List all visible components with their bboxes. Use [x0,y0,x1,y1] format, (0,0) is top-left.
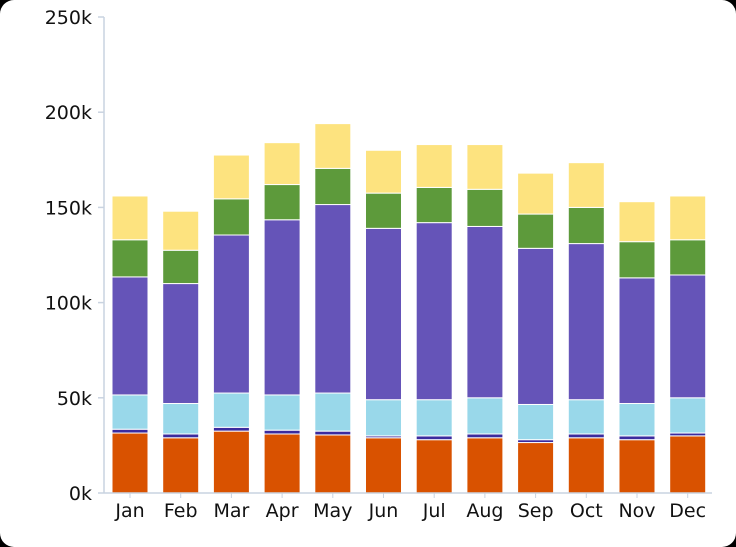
y-tick-label: 200k [45,102,92,124]
bar-segment-oct-1 [567,433,605,439]
bar-segment-nov-2 [618,403,656,437]
bar-segment-jan-3 [111,276,149,396]
bar-segment-may-1 [314,430,352,436]
bar-segment-jan-1 [111,428,149,434]
bar-segment-jun-3 [365,227,402,401]
x-tick-label: Jun [368,500,399,522]
bar-segment-may-5 [314,123,352,169]
bar-segment-may-2 [314,392,352,432]
bar-segment-oct-5 [567,162,605,208]
bar-segment-mar-1 [212,426,250,432]
bar-segment-jul-5 [415,144,453,188]
bar-segment-aug-3 [466,225,504,399]
bar-segment-jan-0 [111,432,149,494]
bar-segment-mar-4 [212,198,250,236]
bar-segment-mar-3 [212,234,250,394]
x-tick-label: Mar [213,500,249,522]
bar-segment-jun-2 [365,399,402,437]
bar-segment-sep-0 [517,442,555,494]
bar-segment-nov-4 [618,241,656,279]
bar-segment-aug-0 [466,437,504,494]
axes-group [98,16,712,498]
bar-segment-aug-4 [466,188,504,227]
bar-segment-aug-5 [466,144,504,190]
x-tick-label: Feb [164,500,198,522]
bar-segment-apr-1 [263,429,301,435]
y-tick-label: 0k [69,483,92,505]
bar-segment-jun-5 [365,149,402,194]
bar-segment-nov-3 [618,277,656,405]
bar-segment-dec-2 [669,397,707,434]
bar-segment-oct-0 [567,437,605,494]
bar-segment-jul-4 [415,186,453,224]
bar-segment-nov-0 [618,439,656,494]
x-tick-label: Apr [266,500,299,522]
bar-segment-jun-0 [365,437,402,494]
bar-segment-apr-2 [263,394,301,431]
bars-group [111,123,707,494]
bar-segment-jul-1 [415,435,453,441]
bar-segment-feb-1 [162,433,200,439]
x-tick-label: Dec [669,500,706,522]
bar-segment-oct-4 [567,206,605,245]
bar-segment-may-3 [314,204,352,394]
bar-segment-dec-0 [669,435,707,494]
bar-segment-apr-3 [263,219,301,396]
bar-segment-feb-3 [162,283,200,405]
bar-segment-aug-2 [466,397,504,435]
bar-segment-dec-4 [669,239,707,276]
y-tick-label: 250k [45,7,92,29]
bar-segment-sep-2 [517,403,555,441]
bar-segment-apr-5 [263,142,301,186]
y-tick-label: 100k [45,293,92,315]
bar-segment-jun-4 [365,192,402,229]
bar-segment-mar-0 [212,430,250,494]
bar-segment-feb-2 [162,403,200,435]
bar-segment-jul-0 [415,439,453,494]
bar-segment-jul-3 [415,222,453,401]
bar-segment-mar-2 [212,392,250,428]
x-tick-label: Jul [422,500,446,522]
bar-segment-jul-2 [415,399,453,437]
bar-segment-jan-5 [111,195,149,241]
tick-labels-group: Jan Feb Mar Apr May Jun Jul Aug Sep Oct Nov Dec 0k 50… [45,7,706,522]
x-tick-label: Nov [618,500,655,522]
x-tick-label: Aug [466,500,503,522]
bar-segment-dec-5 [669,195,707,241]
bar-segment-jan-4 [111,239,149,278]
bar-segment-nov-1 [618,435,656,441]
x-tick-label: May [313,500,352,522]
bar-segment-feb-0 [162,437,200,494]
bar-segment-sep-5 [517,172,555,215]
bar-segment-oct-3 [567,243,605,401]
bar-segment-sep-4 [517,213,555,249]
bar-segment-feb-4 [162,249,200,285]
bar-segment-jan-2 [111,394,149,430]
x-tick-label: Sep [518,500,554,522]
bar-segment-oct-2 [567,399,605,435]
bar-segment-dec-3 [669,274,707,399]
bar-segment-aug-1 [466,433,504,439]
bar-segment-sep-3 [517,247,555,405]
y-tick-label: 150k [45,197,92,219]
x-tick-label: Oct [570,500,603,522]
bar-segment-nov-5 [618,201,656,243]
bar-segment-mar-5 [212,154,250,200]
bar-segment-apr-0 [263,433,301,494]
bar-segment-apr-4 [263,184,301,221]
bar-segment-feb-5 [162,210,200,251]
bar-segment-may-0 [314,434,352,494]
bar-segment-may-4 [314,167,352,206]
x-tick-label: Jan [114,500,144,522]
y-tick-label: 50k [57,388,92,410]
